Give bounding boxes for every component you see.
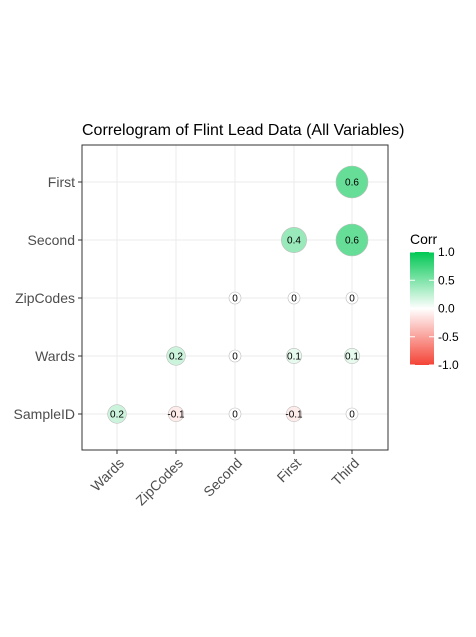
corr-label-wards-third: 0.1 bbox=[345, 352, 359, 363]
legend-tick-label-3: -0.5 bbox=[438, 330, 459, 344]
x-tick-label-wards: Wards bbox=[88, 455, 128, 495]
correlation-circles: 0.2 -0.1 0 -0.1 0 0.2 0 0.1 0.1 0 0 0 0.4 0.6 0.6 bbox=[107, 165, 369, 424]
corr-label-sampleid-third: 0 bbox=[349, 410, 355, 421]
corr-label-sampleid-wards: 0.2 bbox=[110, 410, 124, 421]
corr-label-sampleid-zipcodes: -0.1 bbox=[167, 410, 185, 421]
corr-label-zipcodes-first: 0 bbox=[291, 294, 297, 305]
y-tick-label-sampleid: SampleID bbox=[14, 406, 75, 422]
corr-circle-first-third bbox=[335, 165, 369, 199]
corr-label-wards-second: 0 bbox=[232, 352, 238, 363]
chart-title: Correlogram of Flint Lead Data (All Vari… bbox=[82, 122, 405, 139]
corr-label-zipcodes-third: 0 bbox=[349, 294, 355, 305]
corr-label-second-first: 0.4 bbox=[287, 236, 301, 247]
corr-circle-zipcodes-first bbox=[287, 291, 301, 305]
corr-label-second-third: 0.6 bbox=[345, 236, 359, 247]
y-tick-label-wards: Wards bbox=[35, 348, 75, 364]
legend-tick-label-2: 0.0 bbox=[438, 302, 455, 316]
legend-ticks: 1.0 0.5 0.0 -0.5 -1.0 bbox=[410, 245, 459, 372]
corr-circle-wards-second bbox=[228, 349, 242, 363]
y-tick-label-first: First bbox=[48, 174, 75, 190]
x-tick-label-second: Second bbox=[200, 455, 245, 500]
x-tick-label-zipcodes: ZipCodes bbox=[132, 455, 186, 509]
legend-tick-label-1: 0.5 bbox=[438, 273, 455, 287]
legend: Corr 1.0 0.5 0.0 -0.5 -1.0 bbox=[410, 231, 459, 372]
legend-title: Corr bbox=[410, 231, 438, 247]
corr-circle-sampleid-second bbox=[228, 407, 242, 421]
corr-circle-wards-third bbox=[344, 348, 360, 364]
corr-circle-second-third bbox=[335, 223, 369, 257]
y-tick-label-zipcodes: ZipCodes bbox=[15, 290, 75, 306]
corr-circle-sampleid-first bbox=[286, 406, 302, 422]
corr-label-wards-first: 0.1 bbox=[287, 352, 301, 363]
corr-circle-zipcodes-third bbox=[345, 291, 359, 305]
corr-label-sampleid-first: -0.1 bbox=[285, 410, 303, 421]
corr-circle-second-first bbox=[281, 227, 307, 253]
corr-circle-zipcodes-second bbox=[228, 291, 242, 305]
corr-circle-sampleid-third bbox=[345, 407, 359, 421]
corr-label-zipcodes-second: 0 bbox=[232, 294, 238, 305]
corr-label-wards-zipcodes: 0.2 bbox=[169, 352, 183, 363]
legend-tick-label-0: 1.0 bbox=[438, 245, 455, 259]
corr-label-first-third: 0.6 bbox=[345, 178, 359, 189]
corr-label-sampleid-second: 0 bbox=[232, 410, 238, 421]
y-tick-label-second: Second bbox=[28, 232, 75, 248]
corr-circle-sampleid-wards bbox=[107, 404, 127, 424]
legend-tick-label-4: -1.0 bbox=[438, 358, 459, 372]
x-tick-label-third: Third bbox=[328, 455, 362, 489]
corr-circle-wards-zipcodes bbox=[166, 346, 186, 366]
corr-circle-sampleid-zipcodes bbox=[168, 406, 184, 422]
x-tick-label-first: First bbox=[274, 455, 305, 486]
corr-circle-wards-first bbox=[286, 348, 302, 364]
